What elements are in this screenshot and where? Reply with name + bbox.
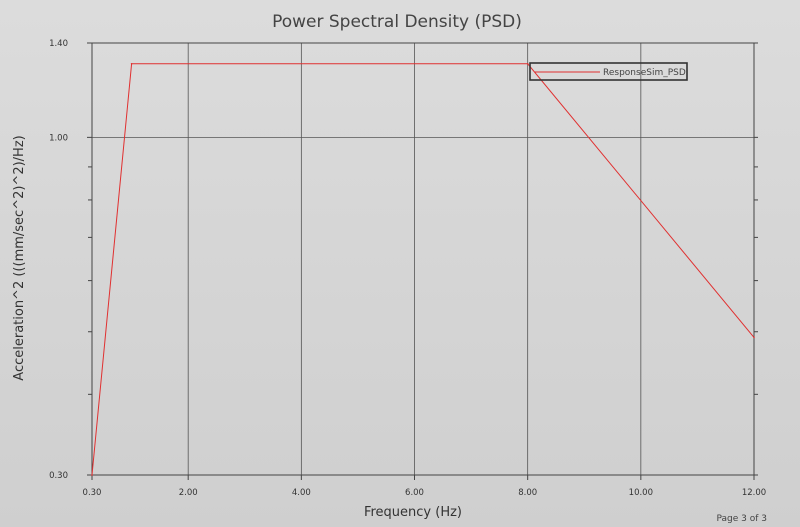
x-axis-label: Frequency (Hz)	[364, 505, 462, 520]
series-line	[91, 63, 755, 476]
x-tick-label: 10.00	[629, 488, 653, 498]
x-tick-label: 0.30	[83, 488, 102, 498]
axis-ticks: 0.30 2.00 4.00 6.00 8.00 10.00 12.00 0.30 1.00 1.…	[49, 39, 766, 498]
x-tick-label: 6.00	[405, 488, 424, 498]
y-tick-label: 1.40	[49, 39, 68, 49]
series-point	[753, 336, 755, 339]
y-axis-label: Acceleration^2 (((mm/sec^2)^2)/Hz)	[12, 135, 27, 380]
x-tick-label: 12.00	[742, 488, 766, 498]
page-indicator: Page 3 of 3	[717, 514, 768, 524]
chart-title: Power Spectral Density (PSD)	[272, 12, 522, 32]
y-tick-label: 0.30	[49, 471, 68, 481]
series-point	[91, 474, 93, 476]
series-point	[130, 62, 133, 65]
legend-entry: ResponseSim_PSD	[603, 68, 686, 78]
series-layer	[91, 62, 755, 476]
series-point	[526, 62, 529, 65]
x-tick-label: 8.00	[518, 488, 537, 498]
grid-lines	[92, 43, 754, 475]
plot-border	[91, 42, 755, 476]
x-tick-label: 2.00	[179, 488, 198, 498]
legend-box	[529, 62, 688, 81]
legend: ResponseSim_PSD	[529, 62, 688, 81]
y-tick-label: 1.00	[49, 133, 68, 143]
plot-frame	[91, 42, 755, 476]
x-tick-label: 4.00	[292, 488, 311, 498]
